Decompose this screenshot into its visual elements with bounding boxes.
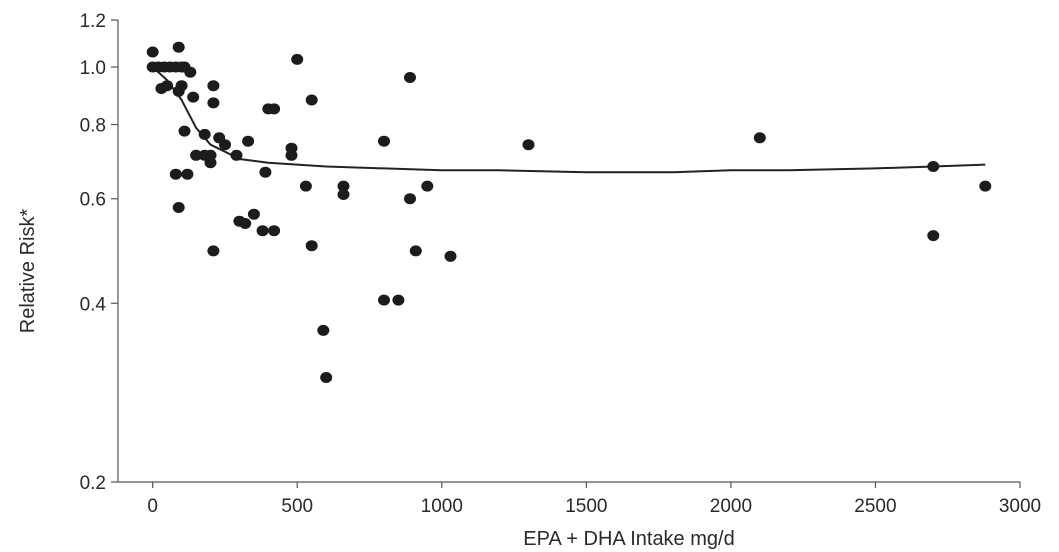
data-point	[239, 218, 252, 229]
x-tick-label: 1000	[421, 496, 463, 517]
data-point	[337, 189, 350, 200]
data-point	[207, 245, 220, 257]
y-tick-label: 0.4	[80, 294, 107, 315]
data-point	[285, 149, 298, 161]
data-point	[979, 180, 992, 192]
data-point	[299, 180, 312, 192]
y-tick-label: 1.0	[80, 58, 106, 79]
data-point	[305, 240, 318, 252]
fit-line	[152, 66, 986, 174]
y-tick-label: 0.6	[80, 190, 106, 211]
data-point	[268, 225, 281, 237]
data-point	[404, 72, 416, 83]
data-point	[169, 168, 182, 180]
x-tick-label: 3000	[999, 496, 1041, 517]
data-point	[184, 66, 197, 78]
x-tick-label: 500	[281, 496, 313, 517]
data-point	[268, 103, 281, 115]
data-point	[172, 202, 185, 213]
data-point	[421, 180, 434, 192]
fit-line-group	[152, 66, 986, 174]
data-point	[207, 80, 220, 92]
data-point	[927, 161, 940, 172]
data-point	[230, 149, 243, 161]
x-tick-label: 1500	[565, 496, 607, 517]
data-point	[181, 168, 194, 180]
data-point	[187, 91, 200, 103]
data-point	[256, 225, 269, 237]
data-point	[305, 94, 318, 106]
data-point	[190, 149, 203, 161]
data-point	[247, 208, 260, 220]
data-point	[927, 230, 940, 242]
data-point	[172, 41, 185, 53]
data-point	[378, 135, 390, 147]
data-point	[207, 97, 220, 109]
x-tick-label: 0	[147, 496, 158, 517]
data-point	[317, 324, 330, 336]
data-point	[242, 135, 255, 147]
data-point	[337, 180, 350, 192]
y-ticks: 0.2 0.4 0.6 0.8 1.0 1.2	[80, 11, 118, 494]
data-point	[198, 128, 211, 140]
y-axis-label: Relative Risk*	[17, 209, 39, 334]
y-tick-label: 0.2	[80, 473, 106, 494]
data-point	[291, 53, 304, 65]
data-point	[219, 139, 231, 151]
data-points	[146, 41, 992, 383]
data-point	[259, 166, 272, 178]
data-point	[444, 250, 457, 262]
x-tick-label: 2500	[854, 496, 896, 517]
data-point	[161, 80, 174, 92]
x-axis-label: EPA + DHA Intake mg/d	[523, 528, 734, 550]
data-point	[178, 125, 191, 137]
data-point	[175, 80, 188, 92]
x-tick-label: 2000	[710, 496, 752, 517]
data-point	[146, 46, 159, 58]
data-point	[404, 193, 416, 205]
data-point	[522, 139, 535, 151]
data-point	[378, 294, 390, 306]
y-tick-label: 0.8	[80, 116, 106, 137]
axes	[117, 20, 1020, 483]
data-point	[204, 157, 217, 169]
y-tick-label: 1.2	[80, 11, 106, 32]
data-point	[392, 294, 405, 306]
data-point	[753, 132, 766, 144]
data-point	[409, 245, 422, 257]
x-ticks: 0 500 1000 1500 2000 2500 3000	[147, 482, 1041, 517]
data-point	[320, 372, 333, 383]
